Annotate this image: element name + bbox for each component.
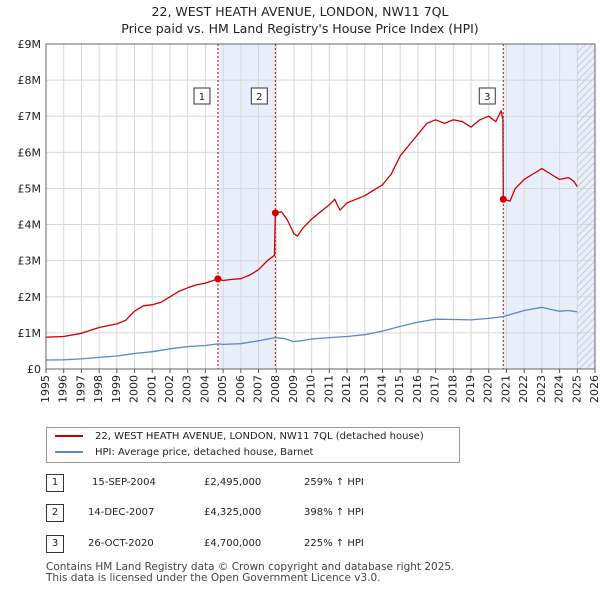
sale-date: 26-OCT-2020: [88, 538, 154, 549]
legend-item-property: 22, WEST HEATH AVENUE, LONDON, NW11 7QL …: [55, 430, 424, 444]
x-tick-label: 1997: [74, 375, 87, 403]
sale-point: [214, 275, 222, 283]
y-tick-label: £3M: [18, 255, 42, 268]
sale-date: 14-DEC-2007: [88, 507, 155, 518]
property-line-swatch: [55, 435, 83, 437]
x-tick-label: 2016: [411, 375, 424, 403]
y-tick-label: £4M: [18, 219, 42, 232]
x-tick-label: 2000: [128, 375, 141, 403]
x-tick-label: 2024: [553, 375, 566, 403]
footer-copyright: Contains HM Land Registry data © Crown c…: [46, 561, 455, 573]
sale-label-number: 2: [256, 92, 262, 103]
x-tick-label: 2015: [393, 375, 406, 403]
x-tick-label: 2012: [340, 375, 353, 403]
x-tick-label: 1995: [39, 375, 52, 403]
x-tick-label: 2004: [198, 375, 211, 403]
sale-price: £4,700,000: [204, 538, 262, 549]
y-tick-label: £6M: [18, 146, 42, 159]
legend-item-hpi: HPI: Average price, detached house, Barn…: [55, 446, 313, 460]
y-tick-label: £5M: [18, 182, 42, 195]
chart-title-line-1: 22, WEST HEATH AVENUE, LONDON, NW11 7QL: [151, 4, 449, 19]
hpi-line-swatch: [55, 451, 83, 453]
x-tick-label: 2011: [322, 375, 335, 403]
sale-price: £2,495,000: [204, 477, 262, 488]
sale-label-number: 3: [484, 92, 490, 103]
property-price-line: [45, 110, 578, 338]
y-tick-label: £8M: [18, 74, 42, 87]
x-tick-label: 2023: [535, 375, 548, 403]
x-tick-label: 2021: [499, 375, 512, 403]
x-tick-label: 2022: [517, 375, 530, 403]
x-tick-label: 1998: [92, 375, 105, 403]
x-tick-label: 2025: [570, 375, 583, 403]
legend-property-label: 22, WEST HEATH AVENUE, LONDON, NW11 7QL …: [95, 431, 424, 442]
sale-hpi-change: 398% ↑ HPI: [304, 507, 364, 518]
sale-number-badge: 1: [46, 474, 64, 492]
x-tick-label: 2009: [287, 375, 300, 403]
legend-hpi-label: HPI: Average price, detached house, Barn…: [95, 447, 314, 458]
sale-date: 15-SEP-2004: [92, 477, 156, 488]
sale-label-number: 1: [199, 92, 205, 103]
sale-price: £4,325,000: [204, 507, 262, 518]
price-chart: 1 2 3 £0 £1M £2M £3M £4M £5M £6M £7M £8M £9M 1995 199…: [18, 38, 600, 403]
x-tick-label: 2019: [464, 375, 477, 403]
sale-point: [499, 195, 507, 203]
plot-frame: [45, 43, 596, 370]
x-tick-label: 2002: [163, 375, 176, 403]
y-tick-label: £2M: [18, 291, 42, 304]
sale-number-badge: 2: [46, 504, 64, 522]
sale-hpi-change: 225% ↑ HPI: [304, 538, 364, 549]
y-tick-label: £0: [27, 363, 41, 376]
x-tick-label: 2003: [181, 375, 194, 403]
sale-number-badge: 3: [46, 535, 64, 553]
y-tick-label: £1M: [18, 327, 42, 340]
x-tick-label: 2017: [429, 375, 442, 403]
forecast-hatch: [577, 44, 595, 369]
x-tick-label: 2020: [482, 375, 495, 403]
sale-hpi-change: 259% ↑ HPI: [304, 477, 364, 488]
x-tick-label: 2018: [446, 375, 459, 403]
x-tick-label: 2013: [358, 375, 371, 403]
x-tick-label: 2001: [145, 375, 158, 403]
x-tick-label: 2010: [305, 375, 318, 403]
hpi-line: [45, 306, 578, 361]
x-tick-label: 1999: [110, 375, 123, 403]
x-tick-label: 2007: [252, 375, 265, 403]
y-tick-label: £9M: [18, 38, 42, 51]
y-tick-label: £7M: [18, 110, 42, 123]
x-tick-label: 2006: [234, 375, 247, 403]
chart-title-line-2: Price paid vs. HM Land Registry's House …: [121, 21, 479, 36]
sale-label-box: [478, 87, 496, 105]
sale-label-box: [250, 87, 268, 105]
x-tick-label: 2008: [269, 375, 282, 403]
sale-label-box: [193, 87, 211, 105]
chart-legend: 22, WEST HEATH AVENUE, LONDON, NW11 7QL …: [46, 427, 460, 463]
footer-licence: This data is licensed under the Open Gov…: [46, 572, 381, 584]
x-tick-label: 2014: [375, 375, 388, 403]
sale-point: [271, 209, 279, 217]
x-tick-label: 2005: [216, 375, 229, 403]
x-tick-label: 1996: [57, 375, 70, 403]
x-tick-label: 2026: [588, 375, 600, 403]
